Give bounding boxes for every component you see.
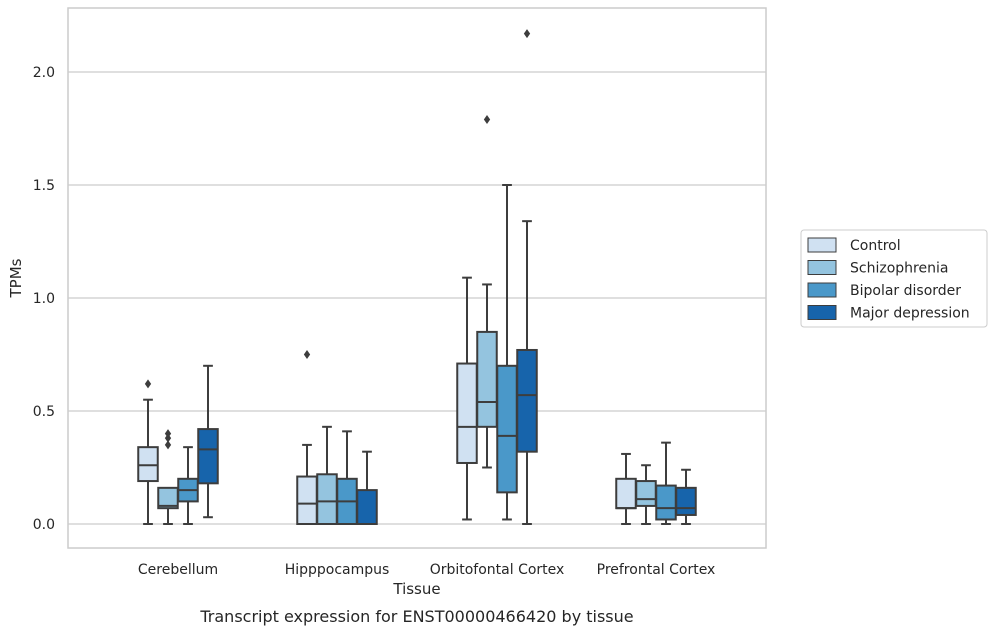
legend-swatch xyxy=(807,305,837,320)
plot-area xyxy=(67,7,767,549)
box-1-3 xyxy=(635,464,657,525)
box-3-2 xyxy=(516,29,538,525)
y-tick-label: 1.0 xyxy=(33,291,55,307)
legend-swatch xyxy=(807,237,837,253)
y-tick-label: 0.0 xyxy=(33,517,55,533)
box-1-1 xyxy=(316,425,338,525)
legend-label: Major depression xyxy=(850,306,970,322)
box-1-2 xyxy=(476,114,498,469)
chart-caption: Transcript expression for ENST0000046642… xyxy=(199,607,633,626)
outlier-point xyxy=(303,350,311,359)
x-tick-label: Cerebellum xyxy=(138,562,218,578)
box-body xyxy=(296,475,318,526)
box-2-2 xyxy=(496,184,518,521)
gridlines xyxy=(68,71,766,525)
x-axis-label: Tissue xyxy=(392,580,440,598)
outlier-point xyxy=(164,433,172,443)
box-body xyxy=(356,489,378,526)
box-3-0 xyxy=(197,364,219,519)
legend-label: Schizophrenia xyxy=(850,261,948,277)
outlier-point xyxy=(144,379,152,389)
box-0-0 xyxy=(137,379,159,525)
x-tick-label: Hipppocampus xyxy=(285,562,390,578)
box-body xyxy=(197,428,219,485)
box-3-1 xyxy=(356,450,378,526)
legend-swatch xyxy=(807,282,837,298)
box-body xyxy=(635,480,657,507)
y-tick-label: 0.5 xyxy=(33,404,55,420)
box-3-3 xyxy=(675,468,697,525)
box-2-1 xyxy=(336,430,358,525)
outlier-point xyxy=(483,114,491,124)
box-0-2 xyxy=(456,276,478,521)
legend-swatch xyxy=(807,260,837,275)
outlier-point xyxy=(523,29,531,39)
legend-label: Bipolar disorder xyxy=(850,283,961,299)
box-body xyxy=(137,446,159,483)
box-0-1 xyxy=(296,350,318,526)
box-body xyxy=(456,362,478,464)
x-axis-ticks: Cerebellum Hipppocampus Orbitofontal Corte… xyxy=(138,562,715,578)
x-tick-label: Prefrontal Cortex xyxy=(597,562,716,578)
y-tick-label: 1.5 xyxy=(33,178,55,194)
outlier-point xyxy=(164,429,172,439)
box-body xyxy=(655,484,677,521)
box-2-3 xyxy=(655,441,677,525)
box-body xyxy=(316,473,338,525)
box-body xyxy=(516,348,538,453)
box-1-0 xyxy=(157,429,179,525)
legend-frame xyxy=(800,229,988,328)
boxes xyxy=(137,29,697,526)
box-body xyxy=(615,477,637,510)
box-body xyxy=(675,486,697,516)
box-body xyxy=(476,330,498,428)
x-tick-label: Orbitofontal Cortex xyxy=(430,562,565,578)
box-2-0 xyxy=(177,446,199,525)
legend: Control Schizophrenia Bipolar disorder Majo… xyxy=(800,229,988,328)
y-axis-label: TPMs xyxy=(7,258,25,298)
box-body xyxy=(496,364,518,494)
y-tick-label: 2.0 xyxy=(33,65,55,81)
outlier-point xyxy=(164,440,172,450)
y-axis-ticks: 0.0 0.5 1.0 1.5 2.0 xyxy=(33,65,55,533)
box-0-3 xyxy=(615,452,637,525)
legend-label: Control xyxy=(850,238,901,254)
